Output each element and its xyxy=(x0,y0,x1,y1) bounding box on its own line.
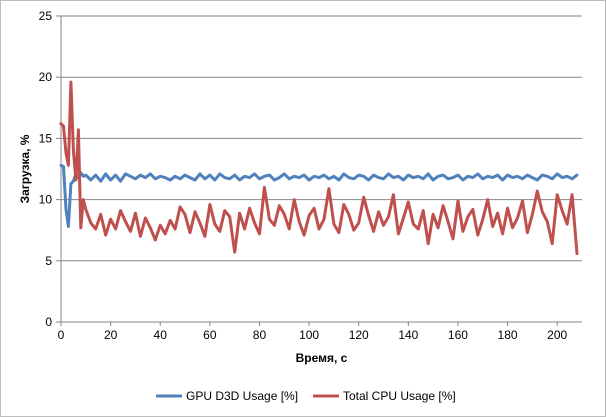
y-tick-label-10: 10 xyxy=(39,193,53,207)
axes xyxy=(56,15,582,326)
x-tick-label-140: 140 xyxy=(398,328,418,342)
x-tick-label-60: 60 xyxy=(203,328,217,342)
x-tick-label-160: 160 xyxy=(448,328,468,342)
x-tick-label-180: 180 xyxy=(498,328,518,342)
y-tick-label-25: 25 xyxy=(39,9,53,23)
gridlines xyxy=(61,15,582,262)
x-tick-label-120: 120 xyxy=(349,328,369,342)
y-tick-label-0: 0 xyxy=(45,315,52,329)
x-tick-label-200: 200 xyxy=(547,328,567,342)
y-tick-label-15: 15 xyxy=(39,131,53,145)
legend-label-cpu: Total CPU Usage [%] xyxy=(343,389,456,403)
y-tick-label-5: 5 xyxy=(45,254,52,268)
tick-labels: 0 5 10 15 20 25 0 20 40 60 80 100 120 140 160 180 200 xyxy=(39,9,568,342)
x-axis-title: Время, с xyxy=(296,351,348,365)
y-tick-label-20: 20 xyxy=(39,70,53,84)
legend: GPU D3D Usage [%] Total CPU Usage [%] xyxy=(156,389,456,403)
series-lines xyxy=(59,80,579,255)
x-tick-label-100: 100 xyxy=(299,328,319,342)
x-tick-label-40: 40 xyxy=(154,328,168,342)
series-line-1 xyxy=(59,80,579,255)
x-tick-label-0: 0 xyxy=(58,328,65,342)
series-line-0 xyxy=(59,163,579,228)
x-tick-label-80: 80 xyxy=(253,328,267,342)
legend-label-gpu: GPU D3D Usage [%] xyxy=(186,389,298,403)
x-tick-label-20: 20 xyxy=(104,328,118,342)
y-axis-title: Загрузка, % xyxy=(18,134,32,203)
